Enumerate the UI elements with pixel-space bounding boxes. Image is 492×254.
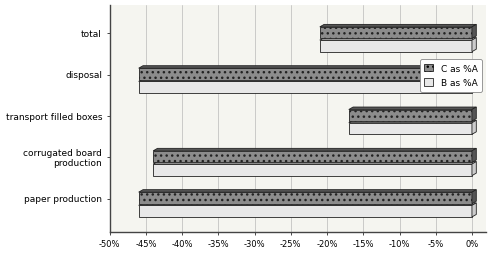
Polygon shape (139, 80, 476, 82)
Polygon shape (139, 203, 476, 205)
Polygon shape (472, 38, 476, 53)
Bar (320, 41, 472, 53)
Polygon shape (349, 108, 476, 110)
Polygon shape (153, 162, 476, 164)
Polygon shape (472, 25, 476, 39)
Polygon shape (139, 67, 476, 69)
Bar (139, 192, 472, 204)
Polygon shape (472, 203, 476, 217)
Bar (349, 110, 472, 122)
Polygon shape (349, 121, 476, 123)
Bar (320, 28, 472, 39)
Bar (153, 164, 472, 176)
Polygon shape (472, 121, 476, 135)
Polygon shape (139, 190, 476, 192)
Polygon shape (472, 162, 476, 176)
Polygon shape (472, 190, 476, 204)
Polygon shape (320, 25, 476, 28)
Polygon shape (472, 80, 476, 94)
Bar (139, 205, 472, 217)
Polygon shape (472, 108, 476, 122)
Polygon shape (472, 67, 476, 81)
Legend: C as %A, B as %A: C as %A, B as %A (420, 60, 482, 92)
Bar (139, 82, 472, 94)
Bar (153, 151, 472, 163)
Bar (139, 69, 472, 81)
Polygon shape (153, 149, 476, 151)
Bar (349, 123, 472, 135)
Polygon shape (472, 149, 476, 163)
Polygon shape (320, 38, 476, 41)
